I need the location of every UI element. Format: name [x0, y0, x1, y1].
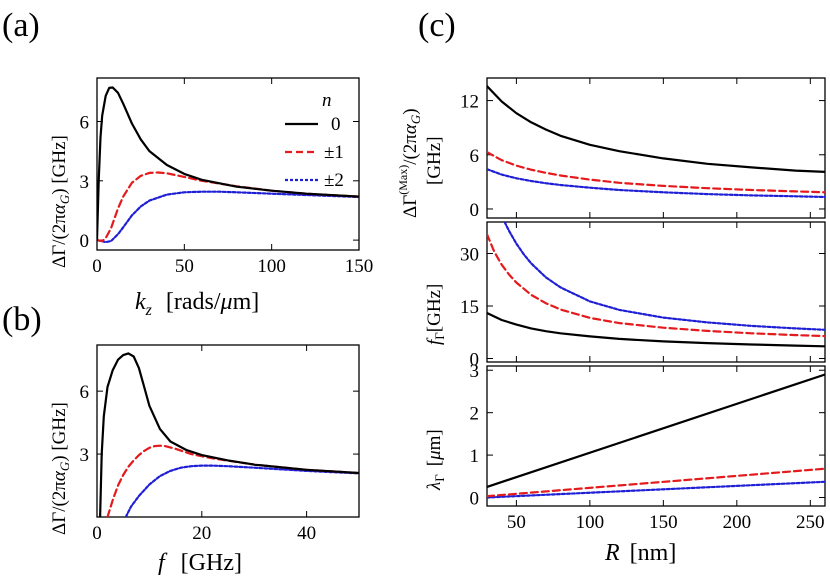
y-tick-label: 3	[80, 172, 90, 193]
panel-c-mid-ylabel: fΓ[GHz]	[424, 284, 447, 345]
y-tick-label: 0	[470, 350, 480, 371]
series-line-n1	[487, 467, 825, 498]
panel-c-mid-frame	[486, 221, 826, 363]
panel-c-mid: 0 15 30 fΓ[GHz]	[424, 221, 826, 371]
series-line-n1	[106, 444, 359, 517]
legend: n 0 ±1 ±2	[285, 90, 344, 191]
panel-b: 0 20 40 3 6 f [GHz] ΔΓ/(2παG) [GHz]	[49, 344, 360, 576]
legend-title: n	[322, 90, 332, 111]
panel-c-bot-frame	[486, 365, 826, 507]
series-line-n0	[487, 373, 825, 488]
y-tick-label: 1	[470, 446, 480, 467]
legend-label-1: ±1	[324, 142, 344, 163]
panel-c-mid-ticks: 0 15 30	[460, 222, 825, 371]
y-tick-label: 2	[470, 404, 480, 425]
panel-c-bot-ticks: 50 100 150 200 250 0 1 2 3	[470, 361, 825, 533]
panel-a-xlabel: kz [rads/μm]	[135, 289, 259, 319]
y-tick-label: 0	[80, 231, 90, 252]
series-line-n0	[97, 86, 359, 242]
series-line-n1	[97, 171, 359, 243]
x-tick-label: 100	[257, 256, 286, 277]
series-line-n2	[503, 222, 825, 331]
panel-c-top: 0 6 12 ΔΓ(Max)/(2παG) [GHz]	[396, 77, 826, 221]
panel-c-bot: 50 100 150 200 250 0 1 2 3 λΓ[μm] R [nm]	[424, 361, 826, 566]
series-line-n2	[487, 480, 825, 499]
series-line-n1	[487, 151, 825, 194]
y-tick-label: 3	[80, 445, 90, 466]
panel-a-frame	[96, 77, 360, 251]
panel-b-ylabel: ΔΓ/(2παG) [GHz]	[49, 402, 72, 535]
panel-a-ylabel: ΔΓ/(2παG) [GHz]	[49, 135, 72, 268]
panel-c-top-lines	[487, 84, 825, 199]
x-tick-label: 0	[92, 523, 102, 544]
series-line-n2	[487, 168, 825, 199]
panel-a: 0 50 100 150 0 3 6 kz [rads/μm] ΔΓ/(2παG) [GHz]…	[49, 77, 374, 319]
panel-c-bot-lines	[487, 373, 825, 499]
y-tick-label: 30	[460, 245, 479, 266]
x-tick-label: 50	[175, 256, 194, 277]
panel-c-xlabel: R [nm]	[604, 540, 676, 566]
x-tick-label: 150	[345, 256, 374, 277]
legend-label-2: ±2	[324, 170, 344, 191]
panel-c-top-ticks: 0 6 12	[460, 78, 825, 221]
series-line-n0	[487, 311, 825, 348]
x-tick-label: 40	[297, 523, 316, 544]
panel-c-mid-lines	[487, 222, 825, 348]
x-tick-label: 50	[507, 512, 526, 533]
y-tick-label: 6	[80, 112, 90, 133]
panel-b-lines	[98, 352, 359, 517]
y-tick-label: 15	[460, 297, 479, 318]
series-line-n2	[97, 190, 359, 244]
x-tick-label: 100	[576, 512, 605, 533]
legend-label-0: 0	[331, 114, 341, 135]
panel-c-top-frame	[486, 77, 826, 219]
panel-label-a: (a)	[2, 7, 40, 44]
series-line-n0	[98, 352, 359, 517]
y-tick-label: 12	[460, 92, 479, 113]
panel-c-top-ylabel: ΔΓ(Max)/(2παG)	[396, 108, 423, 218]
panel-b-ticks: 0 20 40 3 6	[80, 345, 359, 544]
panel-a-lines	[97, 86, 359, 244]
x-tick-label: 150	[649, 512, 678, 533]
panel-b-xlabel: f [GHz]	[158, 550, 242, 576]
panel-c-bot-ylabel: λΓ[μm]	[424, 429, 447, 491]
x-tick-label: 250	[796, 512, 825, 533]
y-tick-label: 3	[470, 361, 480, 382]
y-tick-label: 0	[470, 489, 480, 510]
y-tick-label: 0	[470, 200, 480, 221]
x-tick-label: 200	[723, 512, 752, 533]
x-tick-label: 0	[92, 256, 102, 277]
panel-a-ticks: 0 50 100 150 0 3 6	[80, 78, 374, 277]
series-line-n2	[124, 464, 359, 517]
panel-label-b: (b)	[2, 301, 42, 338]
y-tick-label: 6	[470, 146, 480, 167]
panel-b-frame	[96, 344, 360, 518]
series-line-n1	[487, 233, 825, 338]
series-line-n0	[487, 84, 825, 173]
x-tick-label: 20	[192, 523, 211, 544]
panel-c-top-ylabel-unit: [GHz]	[424, 136, 445, 185]
y-tick-label: 6	[80, 382, 90, 403]
panel-label-c: (c)	[418, 7, 456, 44]
